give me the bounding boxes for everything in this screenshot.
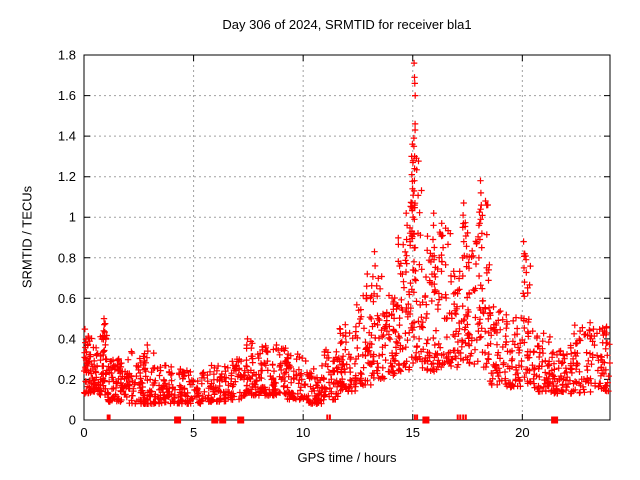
svg-text:0.6: 0.6 [58, 291, 76, 306]
svg-text:1.4: 1.4 [58, 129, 76, 144]
svg-text:0.4: 0.4 [58, 331, 76, 346]
svg-text:0.2: 0.2 [58, 372, 76, 387]
svg-text:1.6: 1.6 [58, 88, 76, 103]
svg-text:0: 0 [69, 413, 76, 428]
svg-text:1.8: 1.8 [58, 48, 76, 63]
x-axis-label: GPS time / hours [297, 450, 397, 465]
svg-text:15: 15 [406, 425, 420, 440]
svg-text:0.8: 0.8 [58, 250, 76, 265]
svg-text:0: 0 [80, 425, 87, 440]
svg-text:20: 20 [515, 425, 529, 440]
svg-text:5: 5 [190, 425, 197, 440]
svg-text:1: 1 [69, 210, 76, 225]
svg-text:1.2: 1.2 [58, 169, 76, 184]
chart-title: Day 306 of 2024, SRMTID for receiver bla… [222, 17, 472, 32]
svg-text:10: 10 [296, 425, 310, 440]
